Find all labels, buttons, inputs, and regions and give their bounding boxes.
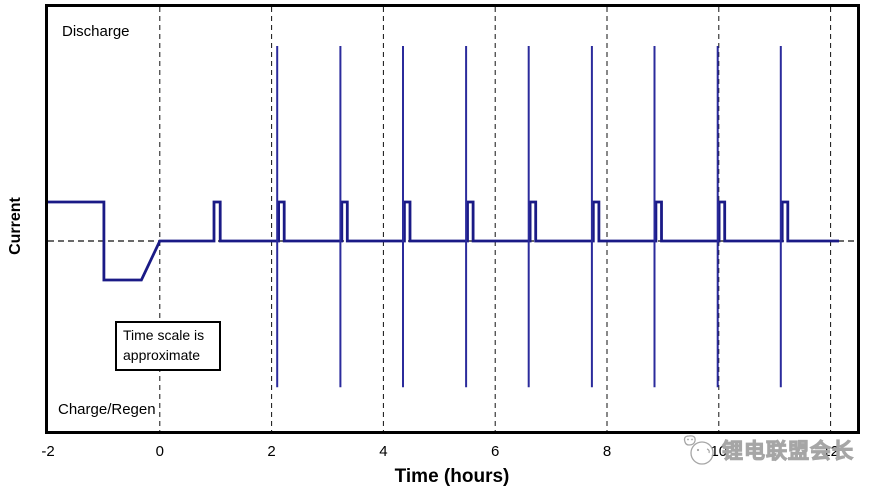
watermark-text: 锂电联盟会长 xyxy=(722,440,854,464)
watermark-doodle-icon xyxy=(683,435,714,465)
x-tick-8: 8 xyxy=(602,443,612,460)
annotation-charge-regen: Charge/Regen xyxy=(58,401,156,418)
x-axis-label: Time (hours) xyxy=(394,466,510,487)
x-tick-6: 6 xyxy=(491,443,500,460)
x-tick-2: 2 xyxy=(267,443,276,460)
annotation-discharge: Discharge xyxy=(62,23,130,40)
waveform-svg xyxy=(48,7,857,431)
current-profile-line xyxy=(48,200,839,282)
x-tick--2: -2 xyxy=(41,443,55,460)
y-axis-label: Current xyxy=(7,197,24,255)
plot-area: Discharge Charge/Regen Time scale is app… xyxy=(45,4,860,434)
x-tick-12: 12 xyxy=(822,443,839,460)
watermark: 锂电联盟会长 xyxy=(679,432,854,468)
x-tick-10: 10 xyxy=(710,443,728,460)
x-tick-4: 4 xyxy=(379,443,388,460)
time-scale-note-box: Time scale is approximate xyxy=(115,321,221,372)
x-tick-0: 0 xyxy=(155,443,164,460)
